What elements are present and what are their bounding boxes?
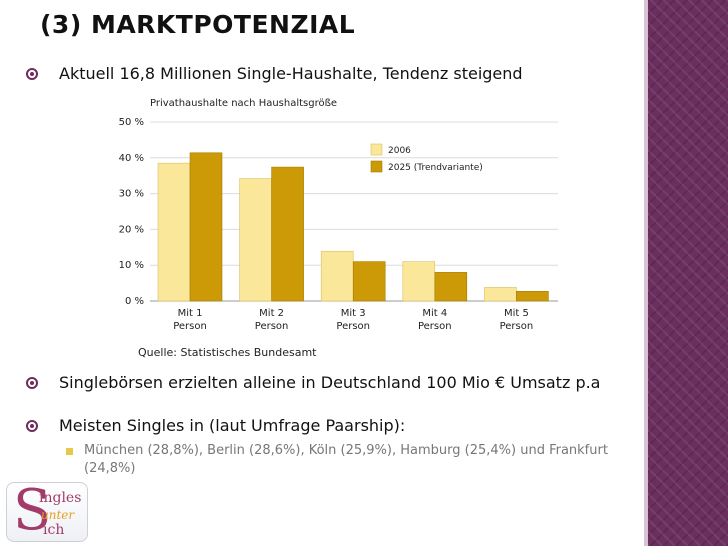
x-tick-label: Person — [418, 321, 452, 332]
bullet-icon — [26, 68, 38, 80]
logo-line-1: ingles — [39, 490, 82, 506]
legend-label: 2025 (Trendvariante) — [388, 163, 483, 173]
x-tick-label: Person — [255, 321, 289, 332]
y-tick-label: 30 % — [119, 189, 144, 200]
bar-2025 — [434, 272, 468, 302]
logo-line-2: unter — [41, 508, 75, 522]
logo-line-3: ich — [43, 522, 65, 538]
y-tick-label: 10 % — [119, 260, 144, 271]
bullet-text: Meisten Singles in (laut Umfrage Paarshi… — [59, 416, 406, 435]
bullet-3: Meisten Singles in (laut Umfrage Paarshi… — [26, 416, 405, 436]
legend-label: 2006 — [388, 146, 411, 156]
bullet-text: Aktuell 16,8 Millionen Single-Haushalte,… — [59, 64, 523, 83]
slide-title: (3) MARKTPOTENZIAL — [40, 10, 356, 39]
x-tick-label: Mit 3 — [341, 308, 366, 319]
x-tick-label: Mit 1 — [178, 308, 203, 319]
x-tick-label: Mit 2 — [259, 308, 284, 319]
bullet-icon — [26, 420, 38, 432]
bar-2025 — [516, 291, 549, 302]
sub-bullet-cities: München (28,8%), Berlin (28,6%), Köln (2… — [66, 442, 626, 478]
decorative-side-band — [648, 0, 728, 546]
logo-letter: S — [13, 478, 52, 543]
bar-2025 — [189, 152, 223, 302]
sub-bullet-text: München (28,8%), Berlin (28,6%), Köln (2… — [84, 443, 608, 476]
bar-2006 — [402, 261, 436, 302]
y-tick-label: 0 % — [125, 296, 144, 307]
y-tick-label: 40 % — [119, 153, 144, 164]
legend-swatch — [370, 143, 383, 156]
x-tick-label: Mit 5 — [504, 308, 529, 319]
chart-title: Privathaushalte nach Haushaltsgröße — [150, 98, 337, 109]
bar-2006 — [484, 287, 517, 302]
y-tick-label: 20 % — [119, 224, 144, 235]
household-size-chart: Privathaushalte nach Haushaltsgröße 0 % 10… — [119, 98, 558, 332]
x-tick-label: Person — [173, 321, 207, 332]
bar-2006 — [157, 162, 191, 302]
square-bullet-icon — [66, 448, 73, 455]
bar-2025 — [352, 261, 386, 302]
bar-2006 — [320, 250, 354, 302]
decorative-band-edge — [644, 0, 648, 546]
x-tick-label: Mit 4 — [422, 308, 447, 319]
bullet-icon — [26, 377, 38, 389]
legend-swatch — [370, 160, 383, 173]
bullet-1: Aktuell 16,8 Millionen Single-Haushalte,… — [26, 64, 523, 84]
bar-2025 — [271, 166, 304, 302]
x-tick-label: Person — [336, 321, 370, 332]
chart-source: Quelle: Statistisches Bundesamt — [138, 346, 317, 359]
x-tick-label: Person — [500, 321, 534, 332]
bullet-text: Singlebörsen erzielten alleine in Deutsc… — [59, 373, 601, 392]
bullet-2: Singlebörsen erzielten alleine in Deutsc… — [26, 373, 600, 393]
y-tick-label: 50 % — [119, 117, 144, 128]
bar-2006 — [239, 178, 272, 302]
singles-unter-sich-logo: S ingles unter ich — [6, 478, 88, 543]
